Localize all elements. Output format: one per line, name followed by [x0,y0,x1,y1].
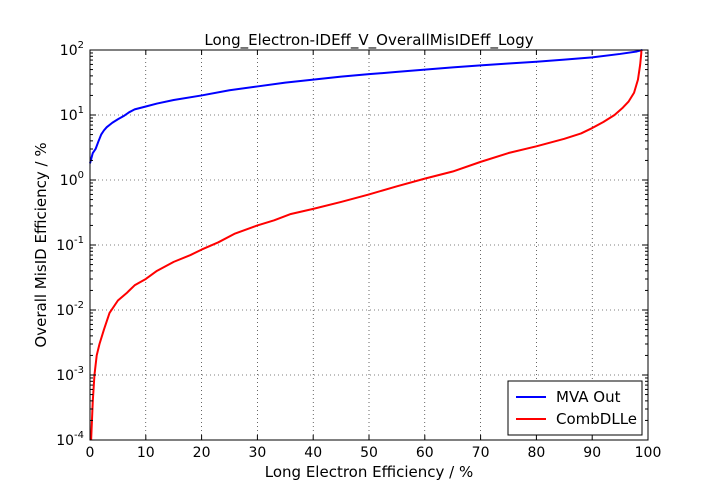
ticks-layer: 0 10 20 30 40 50 60 70 80 90 100 10-4 10-3 10-2 10-1 10… [56,40,661,461]
y-axis-label: Overall MisID Efficiency / % [32,142,50,347]
y-tick-label: 10-2 [56,300,84,319]
x-tick-label: 70 [472,445,490,461]
y-tick-label: 10-1 [56,235,84,254]
series-line-mva-out [89,49,643,164]
y-tick-label: 10-3 [56,365,84,384]
y-tick-label: 100 [60,170,84,189]
y-tick-label: 101 [60,105,84,124]
legend-box [507,380,643,436]
x-tick-label: 90 [583,445,601,461]
chart-title: Long_Electron-IDEff_V_OverallMisIDEff_Lo… [204,31,533,50]
plot-frame [89,49,649,441]
series-layer [89,49,643,441]
x-tick-label: 20 [193,445,211,461]
x-tick-label: 60 [416,445,434,461]
legend-label-combdlle: CombDLLe [556,410,637,428]
legend: MVA Out CombDLLe [507,380,643,436]
x-tick-label: 0 [86,445,95,461]
x-tick-label: 50 [360,445,378,461]
x-axis-label: Long Electron Efficiency / % [265,463,473,481]
y-tick-label: 10-4 [56,430,84,449]
x-tick-label: 80 [527,445,545,461]
x-tick-label: 10 [137,445,155,461]
x-tick-label: 100 [635,445,662,461]
legend-label-mva-out: MVA Out [556,388,621,406]
series-line-combdlle [90,50,643,441]
x-tick-label: 30 [248,445,266,461]
x-tick-label: 40 [304,445,322,461]
y-tick-label: 102 [60,40,84,59]
